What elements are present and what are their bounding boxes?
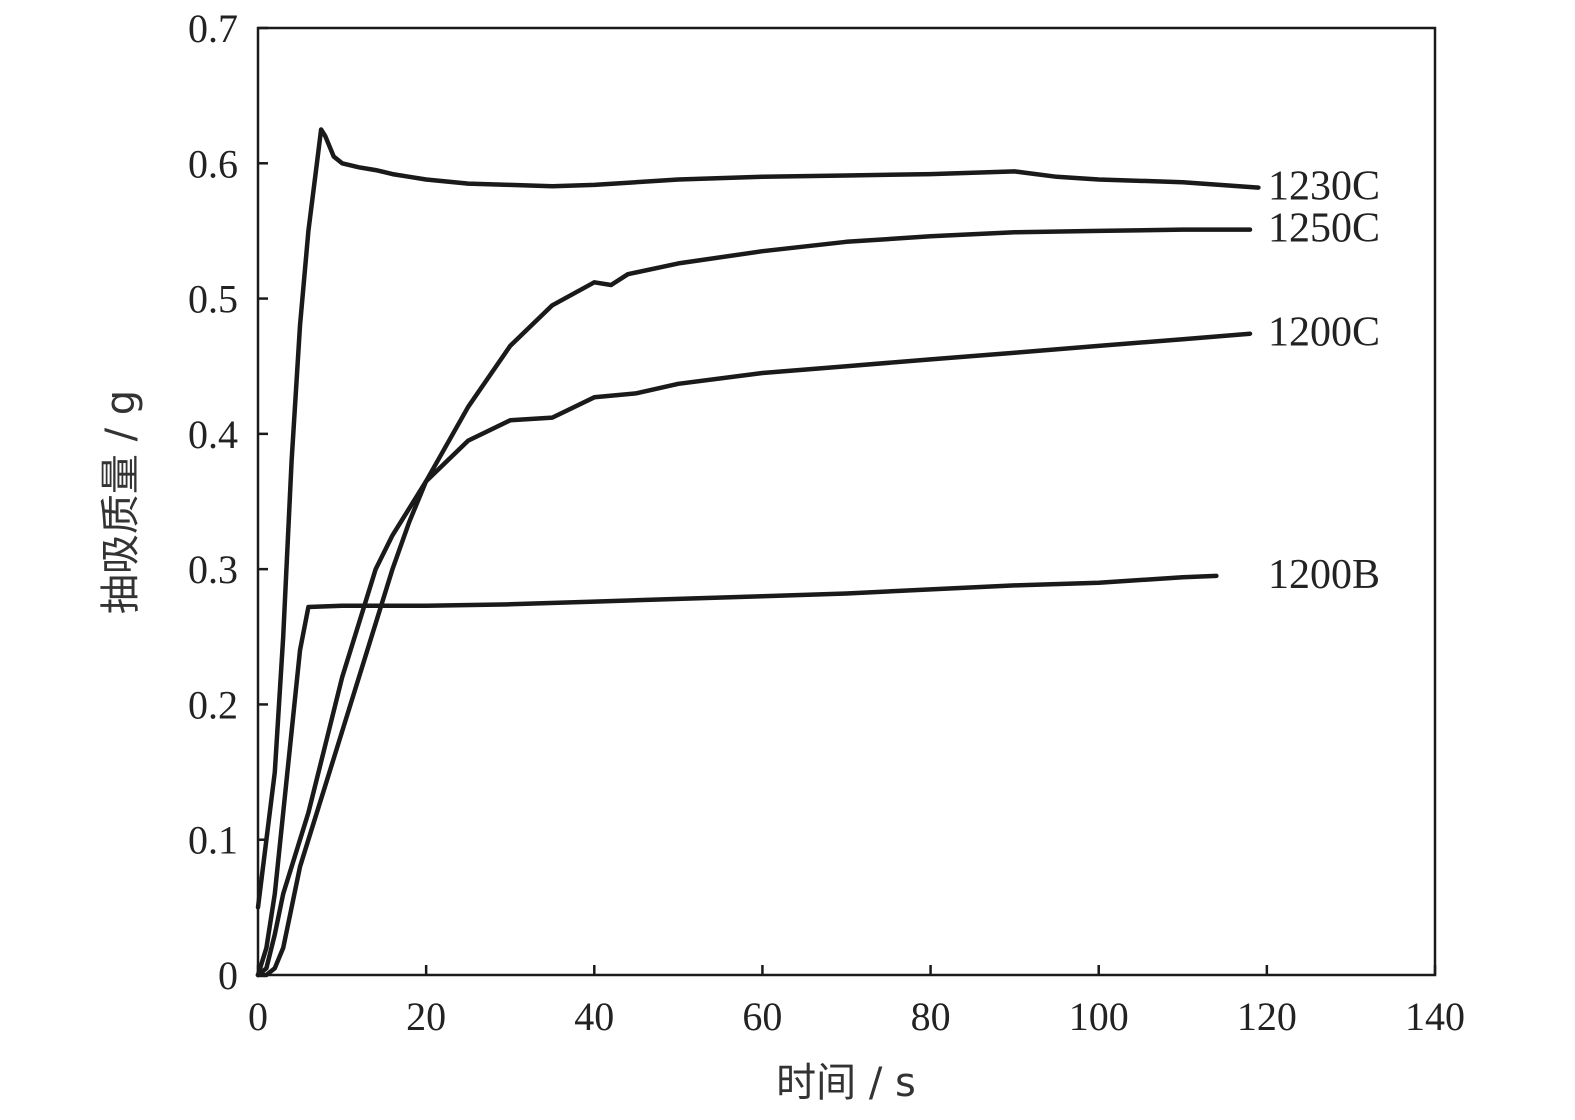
x-tick-label: 0 — [248, 994, 268, 1039]
series-line-1250c — [255, 227, 1253, 978]
y-tick-label: 0.1 — [188, 818, 238, 863]
series-line-1200c — [255, 331, 1253, 978]
x-tick-label: 100 — [1069, 994, 1129, 1039]
y-tick-label: 0.5 — [188, 277, 238, 322]
series-label-1200b: 1200B — [1268, 552, 1380, 598]
series-label-1200c: 1200C — [1268, 310, 1380, 356]
series-line-1200b — [255, 573, 1219, 978]
x-tick-label: 140 — [1405, 994, 1465, 1039]
y-tick-label: 0.2 — [188, 682, 238, 727]
series-line-1230c — [255, 127, 1261, 910]
y-tick-label: 0.6 — [188, 141, 238, 186]
x-tick-label: 80 — [911, 994, 951, 1039]
plot-frame — [256, 26, 1437, 977]
x-tick-label: 20 — [406, 994, 446, 1039]
series-label-1230c: 1230C — [1268, 164, 1380, 210]
x-axis-title: 时间 / s — [776, 1060, 916, 1106]
y-tick-label: 0 — [218, 953, 238, 998]
y-tick-label: 0.7 — [188, 6, 238, 51]
x-axis: 0 20 40 60 80 100 120 140 — [248, 965, 1465, 1039]
x-tick-label: 60 — [742, 994, 782, 1039]
x-tick-label: 40 — [574, 994, 614, 1039]
series-label-1250c: 1250C — [1268, 206, 1380, 252]
y-tick-label: 0.3 — [188, 547, 238, 592]
y-tick-label: 0.4 — [188, 412, 238, 457]
series-lines — [255, 127, 1261, 978]
y-axis-title: 抽吸质量 / g — [98, 390, 144, 614]
y-axis: 0 0.1 0.2 0.3 0.4 0.5 0.6 0.7 — [188, 6, 268, 998]
x-tick-label: 120 — [1237, 994, 1297, 1039]
